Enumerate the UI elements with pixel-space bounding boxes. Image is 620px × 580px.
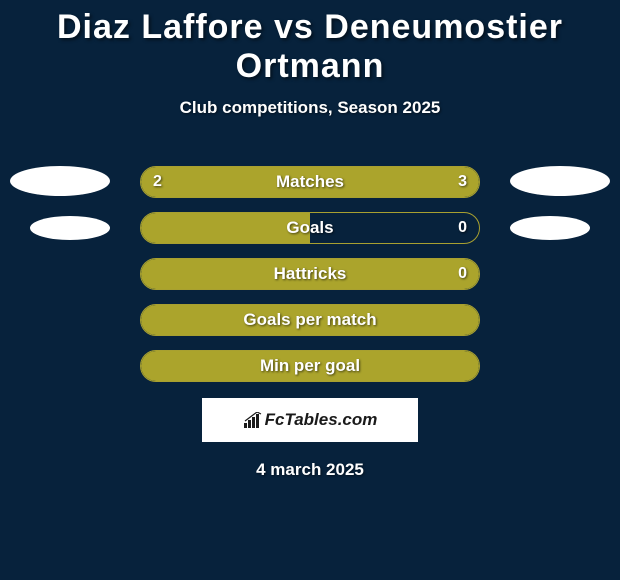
stat-row: 23Matches bbox=[0, 156, 620, 202]
stat-bar: 0Goals bbox=[140, 212, 480, 244]
chart-icon bbox=[243, 412, 263, 428]
stat-label: Min per goal bbox=[141, 351, 479, 381]
stat-row: 0Hattricks bbox=[0, 248, 620, 294]
player-marker-right bbox=[510, 216, 590, 240]
player-marker-left bbox=[30, 216, 110, 240]
stat-bar: 0Hattricks bbox=[140, 258, 480, 290]
date-text: 4 march 2025 bbox=[0, 460, 620, 480]
stat-bar: 23Matches bbox=[140, 166, 480, 198]
stat-label: Goals bbox=[141, 213, 479, 243]
stat-label: Matches bbox=[141, 167, 479, 197]
brand-label: FcTables.com bbox=[243, 410, 378, 430]
stat-label: Hattricks bbox=[141, 259, 479, 289]
stat-row: Goals per match bbox=[0, 294, 620, 340]
player-marker-right bbox=[510, 166, 610, 196]
stats-rows: 23Matches 0Goals 0Hattricks Goals per match… bbox=[0, 156, 620, 386]
brand-box: FcTables.com bbox=[202, 398, 418, 442]
stat-row: 0Goals bbox=[0, 202, 620, 248]
stat-row: Min per goal bbox=[0, 340, 620, 386]
player-marker-left bbox=[10, 166, 110, 196]
brand-text: FcTables.com bbox=[265, 410, 378, 430]
stat-bar: Goals per match bbox=[140, 304, 480, 336]
stat-bar: Min per goal bbox=[140, 350, 480, 382]
subtitle: Club competitions, Season 2025 bbox=[0, 98, 620, 118]
page-title: Diaz Laffore vs Deneumostier Ortmann bbox=[0, 8, 620, 86]
infographic-container: Diaz Laffore vs Deneumostier Ortmann Clu… bbox=[0, 0, 620, 480]
stat-label: Goals per match bbox=[141, 305, 479, 335]
